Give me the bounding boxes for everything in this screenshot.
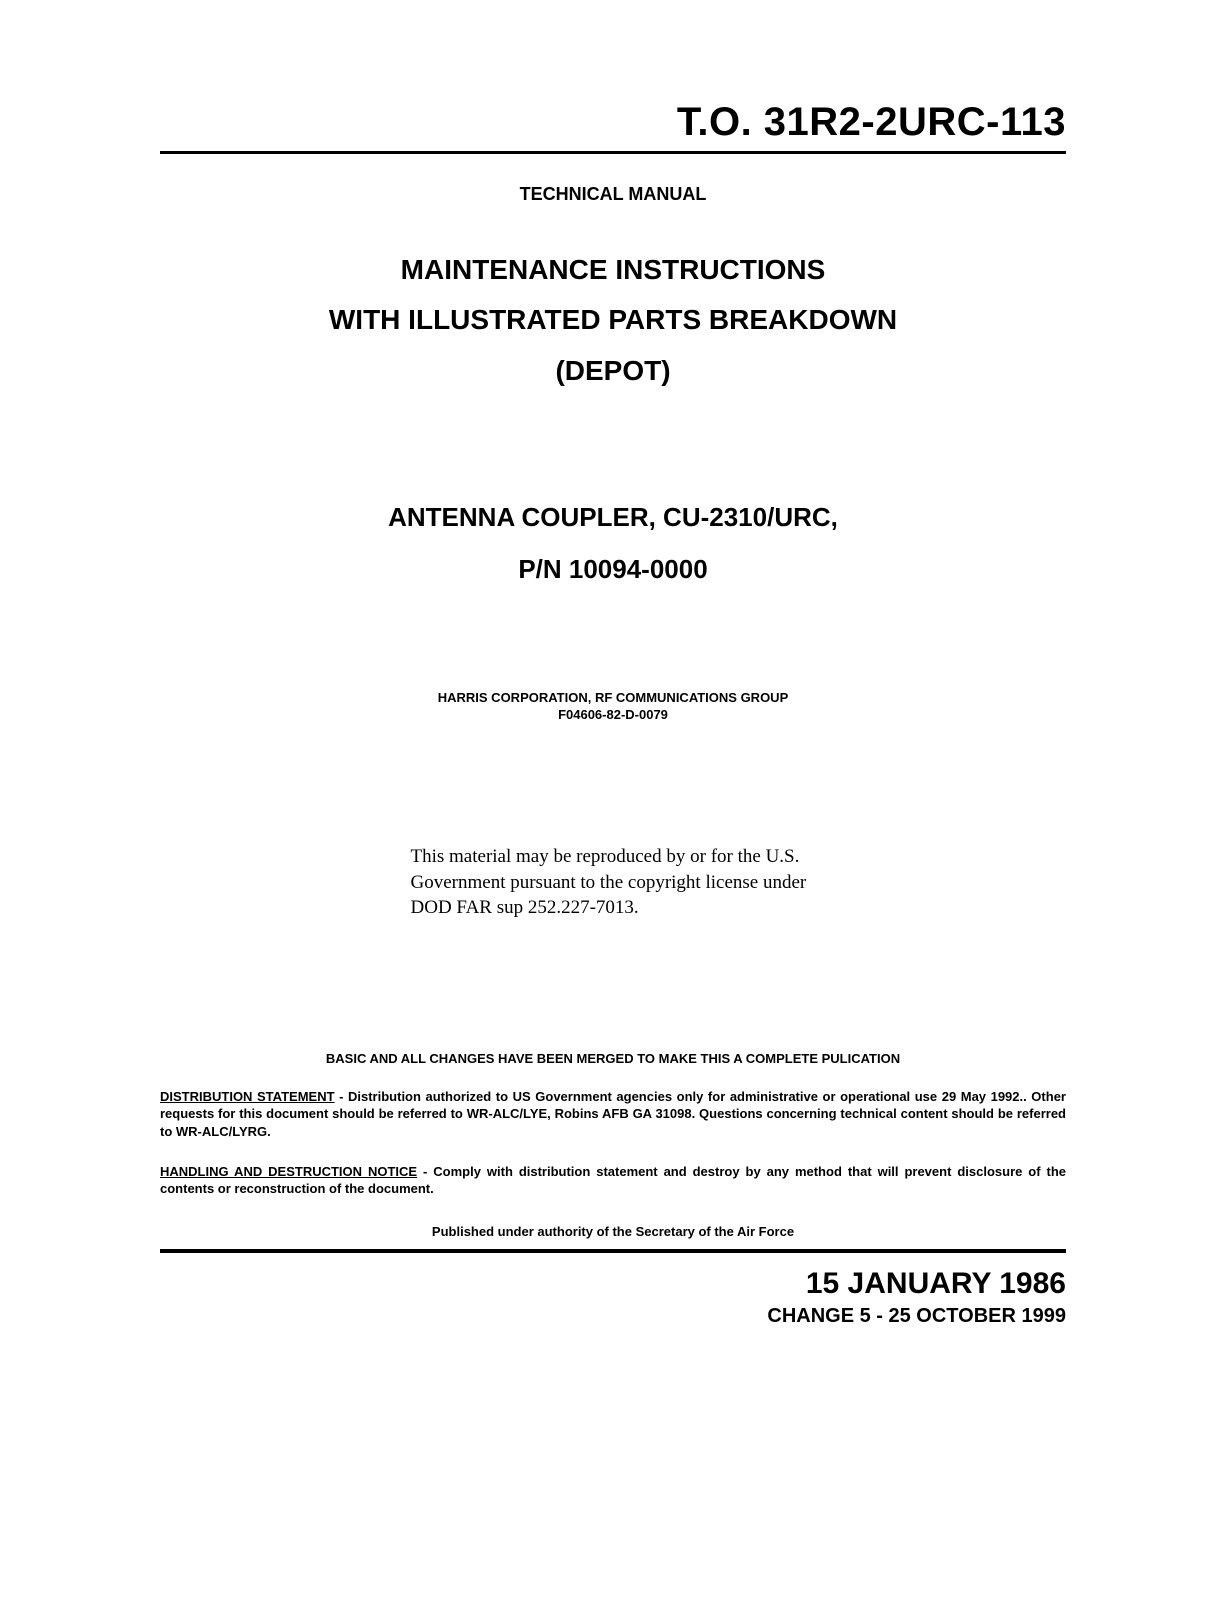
equipment-line-1: ANTENNA COUPLER, CU-2310/URC,: [160, 491, 1066, 543]
title-line-2: WITH ILLUSTRATED PARTS BREAKDOWN: [160, 295, 1066, 345]
title-line-3: (DEPOT): [160, 346, 1066, 396]
equipment-block: ANTENNA COUPLER, CU-2310/URC, P/N 10094-…: [160, 491, 1066, 595]
merge-statement: BASIC AND ALL CHANGES HAVE BEEN MERGED T…: [160, 1051, 1066, 1066]
contract-number: F04606-82-D-0079: [160, 707, 1066, 724]
page: T.O. 31R2-2URC-113 TECHNICAL MANUAL MAIN…: [0, 0, 1226, 1600]
copyright-statement: This material may be reproduced by or fo…: [411, 844, 816, 921]
equipment-line-2: P/N 10094-0000: [160, 543, 1066, 595]
corporation-block: HARRIS CORPORATION, RF COMMUNICATIONS GR…: [160, 690, 1066, 724]
technical-manual-label: TECHNICAL MANUAL: [160, 184, 1066, 205]
publication-authority: Published under authority of the Secreta…: [160, 1224, 1066, 1239]
handling-label: HANDLING AND DESTRUCTION NOTICE: [160, 1164, 417, 1179]
document-number: T.O. 31R2-2URC-113: [160, 100, 1066, 145]
distribution-statement: DISTRIBUTION STATEMENT - Distribution au…: [160, 1088, 1066, 1141]
bottom-rule: [160, 1249, 1066, 1253]
corporation-name: HARRIS CORPORATION, RF COMMUNICATIONS GR…: [160, 690, 1066, 707]
top-rule: [160, 151, 1066, 154]
handling-notice: HANDLING AND DESTRUCTION NOTICE - Comply…: [160, 1163, 1066, 1198]
title-block: MAINTENANCE INSTRUCTIONS WITH ILLUSTRATE…: [160, 245, 1066, 396]
publication-date: 15 JANUARY 1986: [160, 1267, 1066, 1301]
title-line-1: MAINTENANCE INSTRUCTIONS: [160, 245, 1066, 295]
change-date: CHANGE 5 - 25 OCTOBER 1999: [160, 1305, 1066, 1328]
distribution-label: DISTRIBUTION STATEMENT: [160, 1089, 335, 1104]
